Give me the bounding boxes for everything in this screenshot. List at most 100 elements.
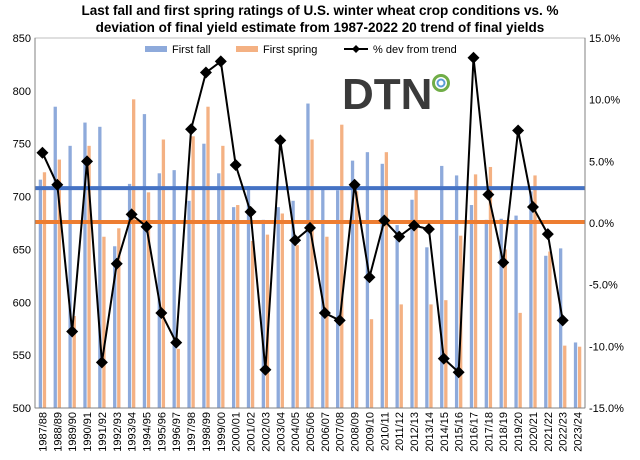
x-tick-label: 1990/91 <box>82 412 94 452</box>
right-tick-label: -5.0% <box>589 280 618 292</box>
bar-first-spring <box>384 152 389 408</box>
left-tick-label: 850 <box>13 33 31 45</box>
bar-first-spring <box>354 191 359 408</box>
x-tick-label: 2023/24 <box>573 412 585 452</box>
legend-label-trend: % dev from trend <box>373 44 457 56</box>
bar-first-spring <box>280 213 284 408</box>
x-tick-label: 1999/00 <box>216 412 228 452</box>
bar-first-fall <box>395 225 399 408</box>
x-tick-label: 2000/01 <box>231 412 243 452</box>
bar-first-spring <box>161 139 166 409</box>
x-tick-label: 1991/92 <box>97 412 109 452</box>
bar-first-fall <box>83 122 87 408</box>
left-tick-label: 700 <box>13 192 31 204</box>
x-tick-label: 1987/88 <box>37 412 49 452</box>
chart-title-line1: Last fall and first spring ratings of U.… <box>81 3 559 18</box>
x-tick-label: 2008/09 <box>350 412 362 452</box>
bar-first-spring <box>191 136 195 408</box>
bar-first-fall <box>573 342 578 408</box>
trend-line-layer <box>36 51 569 379</box>
bar-first-fall <box>484 219 488 408</box>
bar-first-spring <box>72 316 76 408</box>
trend-marker <box>274 134 287 147</box>
dtn-logo-ring <box>432 74 450 92</box>
legend-swatch-first-fall <box>145 46 167 52</box>
bar-first-spring <box>518 312 522 408</box>
trend-marker <box>199 66 212 79</box>
legend-label-first-spring: First spring <box>263 44 317 56</box>
bar-first-fall <box>68 145 72 408</box>
bar-first-fall <box>544 255 548 408</box>
x-tick-label: 2013/14 <box>424 412 436 452</box>
bar-first-spring <box>42 172 47 408</box>
x-tick-label: 2001/02 <box>246 412 258 452</box>
bar-first-fall <box>291 200 295 408</box>
bar-first-fall <box>336 190 340 408</box>
bar-first-spring <box>87 145 91 408</box>
trend-marker <box>170 336 183 349</box>
left-tick-label: 600 <box>13 297 31 309</box>
bar-first-spring <box>325 236 329 408</box>
legend: First fall First spring % dev from trend <box>145 44 457 56</box>
dtn-logo-ring-inner <box>436 78 446 88</box>
right-tick-label: -15.0% <box>589 403 624 415</box>
bar-first-fall <box>440 165 444 408</box>
trend-marker <box>408 219 421 232</box>
bar-first-fall <box>380 163 384 408</box>
bar-first-fall <box>529 191 533 408</box>
bar-first-spring <box>146 192 151 408</box>
bar-first-spring <box>563 345 567 408</box>
bar-first-fall <box>261 219 266 408</box>
bar-first-fall <box>142 114 147 409</box>
x-tick-label: 2007/08 <box>335 412 347 452</box>
left-tick-label: 800 <box>13 86 31 98</box>
bar-first-spring <box>206 106 210 409</box>
x-tick-label: 2017/18 <box>483 412 495 452</box>
bar-first-spring <box>102 236 106 408</box>
bar-first-fall <box>127 183 132 408</box>
bar-first-fall <box>98 126 102 409</box>
trend-marker <box>304 221 316 234</box>
bar-first-spring <box>295 245 299 408</box>
bar-first-spring <box>444 300 448 408</box>
x-tick-label: 2004/05 <box>290 412 302 452</box>
x-tick-label: 2011/12 <box>394 412 406 451</box>
trend-marker <box>110 257 123 270</box>
x-tick-label: 2018/19 <box>498 412 510 452</box>
trend-marker <box>229 159 242 172</box>
bar-first-spring <box>369 319 374 408</box>
trend-marker <box>259 363 272 376</box>
x-tick-label: 2015/16 <box>454 412 466 452</box>
bar-first-fall <box>172 170 176 408</box>
trend-marker <box>36 146 49 159</box>
trend-marker <box>66 325 79 338</box>
trend-marker <box>125 208 138 221</box>
trend-marker <box>497 256 510 269</box>
bar-first-fall <box>425 247 429 408</box>
bar-first-spring <box>548 251 552 408</box>
trend-marker <box>214 55 227 68</box>
left-tick-label: 650 <box>13 244 31 256</box>
bar-first-fall <box>53 106 57 409</box>
chart-title-line2: deviation of final yield estimate from 1… <box>95 20 545 35</box>
trend-marker <box>348 178 361 191</box>
x-tick-label: 1989/90 <box>67 412 79 452</box>
trend-marker <box>378 214 391 227</box>
x-tick-label: 2016/17 <box>469 412 481 452</box>
bar-first-spring <box>310 139 314 409</box>
bar-first-spring <box>399 304 403 408</box>
trend-marker <box>51 178 64 191</box>
trend-marker <box>363 271 376 284</box>
bar-first-spring <box>250 240 255 408</box>
x-tick-label: 2002/03 <box>260 412 272 452</box>
right-tick-label: 10.0% <box>589 95 620 107</box>
x-tick-label: 1998/99 <box>201 412 213 452</box>
trend-marker <box>155 307 168 320</box>
trend-marker <box>556 314 569 327</box>
bar-first-fall <box>559 248 563 408</box>
right-tick-label: 5.0% <box>589 156 614 168</box>
axes-layer: 850 800 750 700 650 600 550 500 15.0% 10.0% 5.0% 0.… <box>13 33 624 452</box>
bar-first-spring <box>221 145 225 408</box>
bar-first-fall <box>306 103 310 408</box>
bar-first-fall <box>350 160 355 408</box>
